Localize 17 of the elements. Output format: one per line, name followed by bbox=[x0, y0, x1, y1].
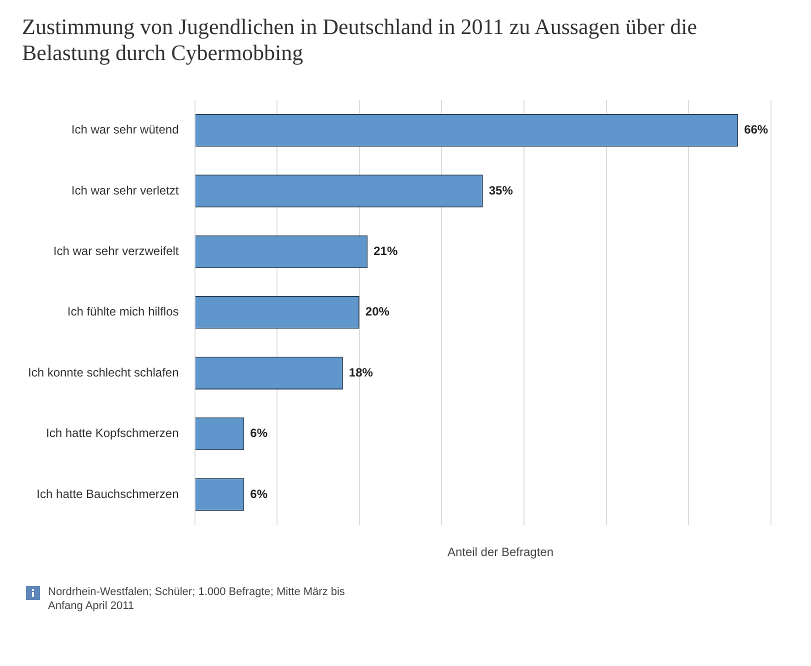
y-tick-label: Ich hatte Bauchschmerzen bbox=[36, 486, 179, 501]
x-axis-title: Anteil der Befragten bbox=[446, 545, 555, 559]
y-tick-label: Ich war sehr wütend bbox=[71, 122, 179, 137]
data-label: 20% bbox=[365, 304, 390, 319]
text: Nordrhein-Westfalen; Schüler; 1.000 Befragte; Mitte März bis Anfang April 2011 bbox=[48, 585, 346, 614]
data-label: 6% bbox=[250, 486, 268, 501]
y-tick-label: Ich war sehr verzweifelt bbox=[53, 244, 180, 258]
y-tick-label: Ich war sehr verletzt bbox=[71, 183, 180, 198]
data-label: 18% bbox=[348, 365, 374, 380]
data-label: 35% bbox=[488, 183, 514, 198]
chart-title: Zustimmung von Jugendlichen in Deutschland in 2011 zu Aussagen über die Belastung durch Cybermobbing bbox=[22, 14, 698, 67]
data-label: 6% bbox=[250, 426, 268, 440]
y-tick-label: Ich fühlte mich hilflos bbox=[67, 304, 179, 319]
y-tick-label: Ich konnte schlecht schlafen bbox=[28, 365, 179, 380]
data-label: 66% bbox=[744, 122, 768, 137]
data-label: 21% bbox=[374, 244, 398, 258]
y-tick-label: Ich hatte Kopfschmerzen bbox=[46, 426, 179, 440]
